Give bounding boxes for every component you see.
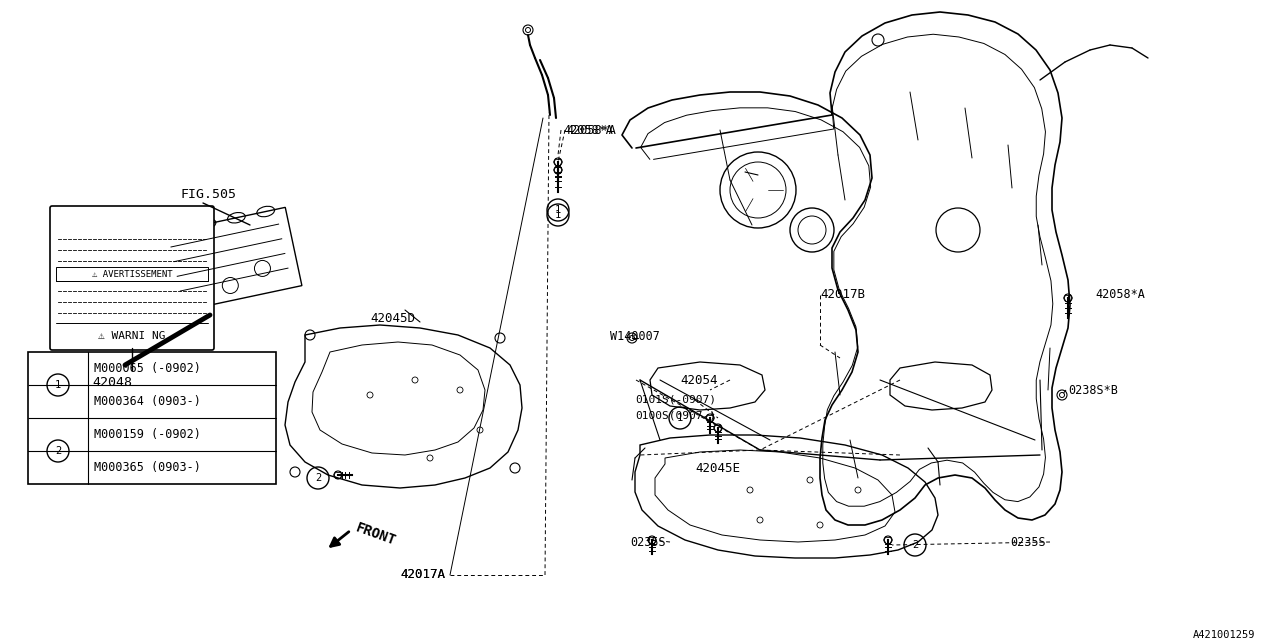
Text: W140007: W140007 xyxy=(611,330,660,342)
Text: 42017A: 42017A xyxy=(399,568,445,582)
Text: 0235S: 0235S xyxy=(1010,536,1046,548)
Text: 1: 1 xyxy=(55,380,61,390)
Text: A421001259: A421001259 xyxy=(1193,630,1254,640)
Text: 42058*A: 42058*A xyxy=(566,124,616,136)
Text: 2: 2 xyxy=(55,446,61,456)
Text: 1: 1 xyxy=(554,205,561,215)
Text: 0235S: 0235S xyxy=(630,536,666,548)
Text: 1: 1 xyxy=(677,413,684,423)
Text: 42017B: 42017B xyxy=(820,289,865,301)
Bar xyxy=(56,267,207,281)
Text: M000159 (-0902): M000159 (-0902) xyxy=(93,428,201,441)
Text: 42058*A: 42058*A xyxy=(563,124,613,136)
Text: ⚠ AVERTISSEMENT: ⚠ AVERTISSEMENT xyxy=(92,269,173,278)
Text: M000365 (0903-): M000365 (0903-) xyxy=(93,461,201,474)
Text: FIG.505: FIG.505 xyxy=(180,189,236,202)
Text: 42054: 42054 xyxy=(680,374,718,387)
Text: 42017A: 42017A xyxy=(399,568,445,582)
Text: M000364 (0903-): M000364 (0903-) xyxy=(93,395,201,408)
Text: 42058*A: 42058*A xyxy=(1094,289,1144,301)
Text: 0100S(0907-): 0100S(0907-) xyxy=(635,410,716,420)
FancyBboxPatch shape xyxy=(50,206,214,350)
Text: 1: 1 xyxy=(554,210,561,220)
Text: 42048: 42048 xyxy=(92,376,132,390)
Text: 42045E: 42045E xyxy=(695,461,740,474)
Text: 2: 2 xyxy=(315,473,321,483)
Text: ⚠ WARNI NG: ⚠ WARNI NG xyxy=(99,331,165,341)
Text: 0101S(-0907): 0101S(-0907) xyxy=(635,395,716,405)
Bar xyxy=(28,417,88,419)
Text: 42045D: 42045D xyxy=(370,312,415,324)
Text: 2: 2 xyxy=(911,540,918,550)
Text: 0238S*B: 0238S*B xyxy=(1068,383,1117,397)
Bar xyxy=(28,352,276,484)
Text: M000065 (-0902): M000065 (-0902) xyxy=(93,362,201,375)
Text: FRONT: FRONT xyxy=(353,520,398,548)
